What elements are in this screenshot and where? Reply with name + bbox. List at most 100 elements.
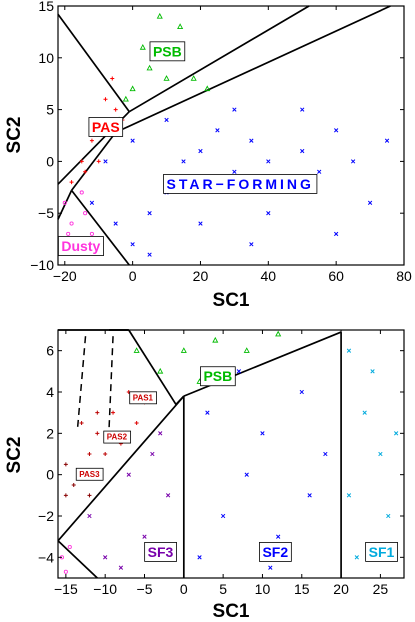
point-psb-2 (146, 64, 153, 71)
y-tick-label: −10 (30, 257, 54, 273)
x-axis-label-top: SC1 (213, 290, 250, 311)
point-star-forming-20 (334, 231, 339, 237)
point-star-forming-18 (198, 221, 203, 226)
x-tick-label: −10 (93, 581, 117, 597)
x-tick-label: 20 (333, 581, 349, 597)
point-psb-9 (122, 95, 129, 102)
point-psb-6 (190, 75, 197, 81)
point-psb-4 (243, 347, 250, 353)
y-tick-label: 2 (46, 425, 54, 441)
x-tick-label: 10 (255, 581, 271, 597)
x-tick-label: −5 (137, 581, 153, 597)
point-sf2-3 (260, 431, 265, 436)
y-tick-label: −4 (38, 549, 54, 565)
y-tick-label: 0 (46, 153, 54, 169)
point-psb-1 (129, 85, 136, 92)
point-pas3-3 (63, 493, 68, 498)
point-star-forming-24 (130, 138, 135, 143)
point-sf3-2 (126, 472, 131, 477)
point-sf2-2 (244, 472, 249, 477)
y-axis-label-bottom: SC2 (4, 437, 25, 474)
boundary-line-7 (57, 395, 185, 542)
point-sf2-10 (268, 565, 273, 570)
point-sf2-6 (323, 451, 328, 457)
point-sf2-4 (276, 534, 281, 539)
region-label-sf3: SF3 (148, 544, 174, 560)
point-dusty-5 (66, 231, 71, 236)
region-label-pas3: PAS3 (79, 470, 100, 479)
point-sf2-1 (220, 513, 226, 519)
panel-top: PSB PAS STAR−FORMING Dusty −20 0 20 40 60 80 −10… (4, 0, 412, 311)
y-tick-label: 0 (46, 467, 54, 483)
point-star-forming-7 (215, 128, 220, 133)
point-psb-7 (204, 85, 211, 92)
point-sf3-1 (103, 555, 108, 560)
point-sf2-0 (197, 555, 202, 560)
point-star-forming-22 (232, 107, 237, 112)
point-pas2-2 (87, 452, 92, 456)
point-sf2-7 (205, 410, 210, 415)
point-psb-5 (139, 43, 146, 50)
x-tick-label: −20 (53, 268, 77, 284)
point-series7-1 (63, 569, 68, 574)
point-psb-2 (180, 347, 187, 353)
point-star-forming-13 (317, 169, 322, 174)
region-label-box (259, 542, 292, 562)
y-tick-label: 4 (46, 384, 54, 400)
point-sf1-5 (370, 369, 375, 374)
point-sf1-4 (354, 555, 359, 560)
region-label-box (163, 174, 318, 194)
y-tick-label: −5 (38, 205, 54, 221)
region-label-box (144, 542, 177, 562)
point-pas-4 (103, 97, 108, 102)
y-tick-label: 10 (38, 50, 54, 66)
boundary-line-2 (128, 5, 310, 113)
point-dusty-6 (79, 190, 84, 195)
region-label-box (88, 117, 124, 137)
y-ticks-bottom: −4 −2 0 2 4 6 (38, 343, 404, 565)
point-pas2-3 (103, 452, 108, 456)
x-tick-label: 5 (219, 581, 227, 597)
y-tick-label: 6 (46, 343, 54, 359)
point-star-forming-0 (89, 200, 95, 205)
region-label-pas1: PAS1 (133, 393, 154, 402)
point-sf1-1 (362, 410, 367, 415)
x-tick-label: 0 (180, 581, 188, 597)
point-sf3-4 (158, 431, 163, 436)
point-star-forming-15 (350, 159, 356, 164)
point-pas2-1 (95, 431, 100, 436)
x-ticks-bottom: −15 −10 −5 0 5 10 15 20 25 (54, 330, 388, 597)
point-dusty-1 (69, 221, 74, 226)
region-label-box (129, 391, 157, 405)
region-label-psb: PSB (153, 43, 182, 59)
region-label-pas: PAS (92, 119, 120, 135)
point-pas-6 (110, 76, 115, 81)
point-pas-2 (89, 138, 94, 143)
point-sf1-3 (386, 513, 391, 519)
point-sf3-5 (165, 493, 171, 498)
point-star-forming-2 (130, 242, 135, 247)
point-pas-9 (96, 159, 101, 164)
panel-bottom: PSB PAS1 PAS2 PAS3 SF3 SF2 SF1 −15 −10 −5 0 5 10 15 2… (4, 329, 405, 622)
boundary-line-6 (70, 189, 130, 266)
y-axis-label-top: SC2 (4, 117, 25, 154)
point-star-forming-14 (334, 128, 339, 133)
point-series7-2 (67, 544, 72, 550)
region-label-sf2: SF2 (262, 544, 288, 560)
x-tick-label: 60 (328, 268, 344, 284)
point-star-forming-9 (249, 138, 254, 143)
point-psb-1 (157, 367, 164, 374)
point-pas-0 (69, 180, 74, 185)
point-star-forming-1 (113, 221, 118, 226)
point-star-forming-8 (232, 169, 237, 174)
point-pas3-4 (87, 493, 92, 498)
boundary-line-8 (57, 540, 98, 579)
x-tick-label: 20 (193, 268, 209, 284)
point-pas3-1 (71, 483, 76, 487)
region-label-box (57, 236, 104, 256)
boundary-line-4 (70, 131, 117, 191)
point-star-forming-10 (266, 159, 271, 164)
y-tick-label: 15 (38, 0, 54, 14)
point-pas1-0 (111, 410, 116, 415)
